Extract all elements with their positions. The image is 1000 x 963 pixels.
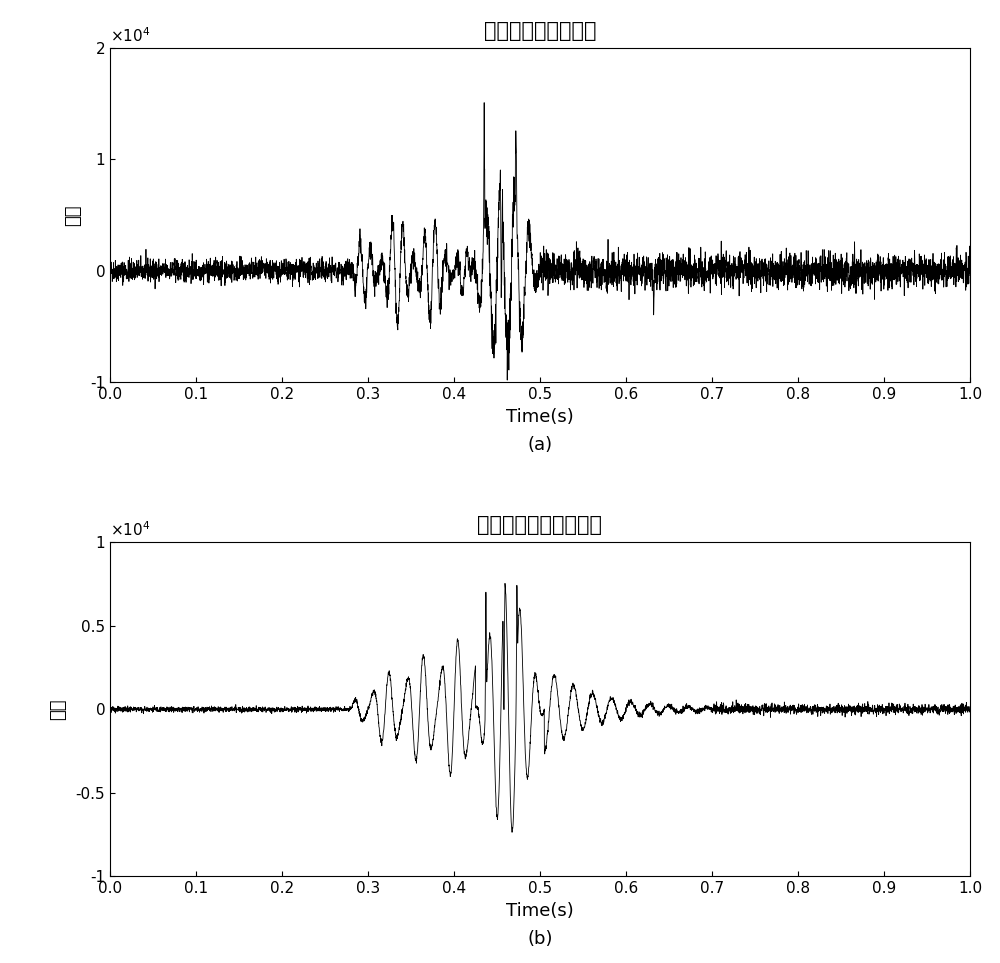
- Text: $\times 10^4$: $\times 10^4$: [110, 26, 150, 45]
- Text: (b): (b): [527, 929, 553, 948]
- Title: 含有噪音的微震波形: 含有噪音的微震波形: [484, 21, 596, 41]
- Text: (a): (a): [527, 435, 553, 454]
- X-axis label: Time(s): Time(s): [506, 407, 574, 426]
- X-axis label: Time(s): Time(s): [506, 901, 574, 920]
- Y-axis label: 幅值: 幅值: [49, 698, 67, 720]
- Title: 噪音压制后的微震波形: 噪音压制后的微震波形: [478, 515, 602, 535]
- Text: $\times 10^4$: $\times 10^4$: [110, 520, 150, 539]
- Y-axis label: 幅值: 幅值: [64, 204, 82, 226]
